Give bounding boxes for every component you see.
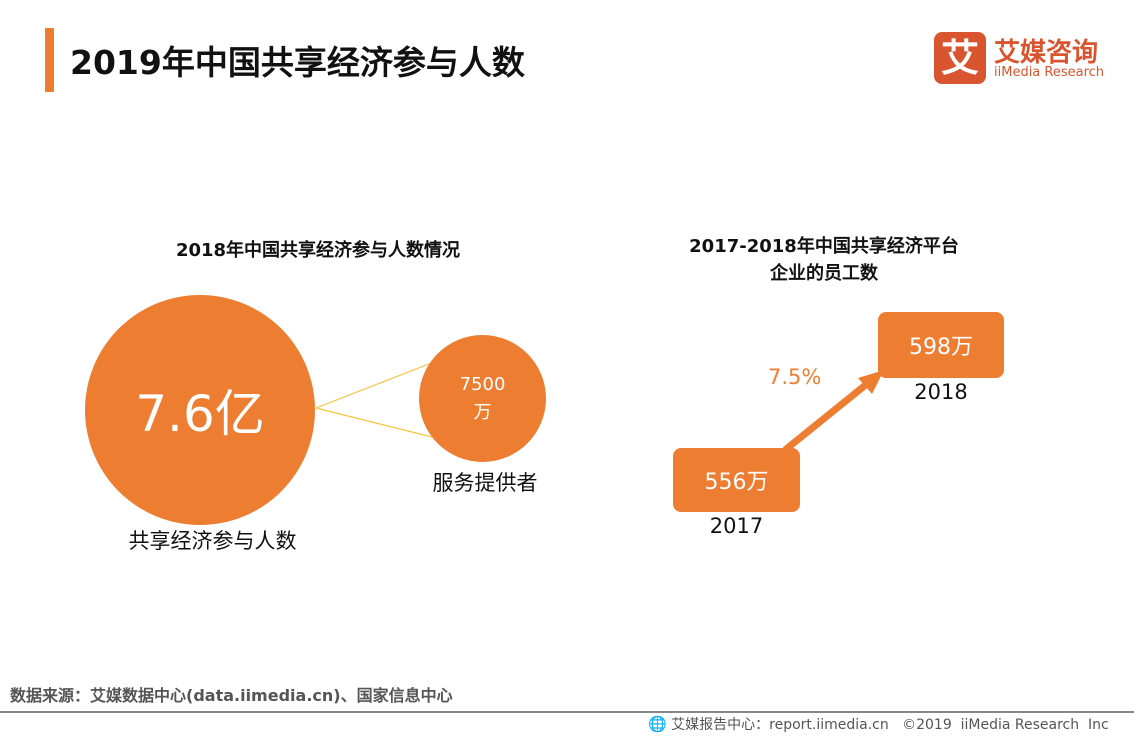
year-2017: 2017 — [709, 514, 764, 538]
footer-credit: 🌐 艾媒报告中心：report.iimedia.cn ©2019 iiMedia… — [648, 714, 1109, 734]
logo: 艾 艾媒咨询 iiMedia Research — [934, 32, 1114, 84]
logo-cn: 艾媒咨询 — [994, 38, 1099, 68]
footer-credit-text: 艾媒报告中心：report.iimedia.cn ©2019 iiMedia R… — [671, 717, 1109, 733]
label-providers: 服务提供者 — [432, 471, 538, 495]
left-chart-title: 2018年中国共享经济参与人数情况 — [175, 240, 461, 261]
bubble-providers: 7500万 — [419, 335, 546, 462]
value-box-2017: 556万 — [673, 448, 800, 512]
value-box-2018: 598万 — [878, 312, 1004, 378]
label-participants: 共享经济参与人数 — [128, 529, 297, 553]
logo-en: iiMedia Research — [994, 65, 1105, 80]
year-2018: 2018 — [914, 380, 968, 404]
footer-divider — [0, 711, 1134, 713]
bubble-participants: 7.6亿 — [85, 295, 315, 525]
globe-cursor-icon: 🌐 — [648, 715, 667, 733]
page-title: 2019年中国共享经济参与人数 — [70, 43, 525, 82]
right-chart-title-2: 企业的员工数 — [770, 263, 878, 284]
growth-rate: 7.5% — [768, 365, 822, 389]
logo-mark: 艾 — [934, 32, 986, 84]
connector-line-bottom — [315, 407, 453, 443]
title-accent-bar — [45, 28, 54, 92]
right-chart-title-1: 2017-2018年中国共享经济平台 — [689, 236, 959, 257]
growth-arrow-line — [782, 380, 871, 453]
data-source: 数据来源：艾媒数据中心(data.iimedia.cn)、国家信息中心 — [10, 686, 453, 705]
growth-arrow-head — [858, 370, 884, 394]
